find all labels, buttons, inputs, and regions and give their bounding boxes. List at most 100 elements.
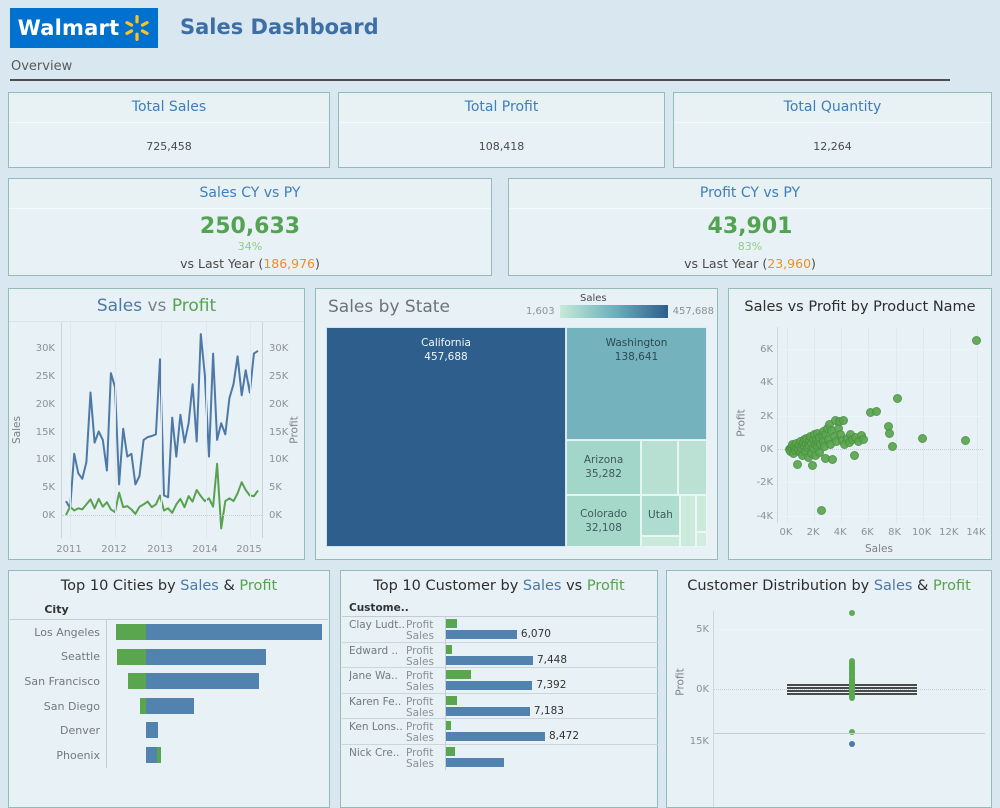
sales-value-label: 7,183: [533, 704, 564, 717]
y-axis-tick: -4K: [756, 510, 773, 522]
chart-sales-vs-profit-line: Sales vs Profit 2011 2012 2013 2014 2015 30K 3…: [8, 288, 305, 560]
profit-bar[interactable]: [116, 648, 146, 665]
cy-value: 43,901: [707, 214, 793, 239]
left-y-axis-tick: 15K: [35, 426, 55, 438]
scatter-point[interactable]: [859, 434, 869, 444]
sales-bar[interactable]: [446, 757, 505, 767]
customers-chart-title: Profit: [586, 578, 625, 594]
profit-bar[interactable]: [446, 695, 458, 705]
right-y-axis-tick: 20K: [269, 398, 289, 410]
sales-bar[interactable]: [146, 648, 266, 665]
customer-row: Ken Lons.. Profit Sales 8,472: [342, 718, 658, 744]
profit-point[interactable]: [849, 610, 856, 617]
y-gridline: [778, 415, 983, 417]
scatter-point[interactable]: [885, 428, 895, 438]
sales-axis-tick: 15K: [689, 736, 709, 747]
sales-bar[interactable]: [146, 697, 194, 714]
treemap-node-wyoming[interactable]: [695, 532, 707, 547]
kpi-value: 12,264: [813, 140, 852, 153]
right-y-axis-tick: 0K: [269, 510, 282, 521]
scatter-point[interactable]: [849, 450, 859, 460]
treemap-node-new-mexico[interactable]: [679, 494, 696, 547]
card-title: Profit CY vs PY: [509, 179, 991, 209]
city-row: San Francisco: [10, 669, 329, 694]
scatter-point[interactable]: [792, 459, 802, 469]
treemap-node-oregon[interactable]: [641, 440, 679, 495]
line-plot-area[interactable]: [61, 322, 263, 538]
sales-bar[interactable]: [446, 630, 517, 639]
measure-label-sales: Sales: [406, 757, 434, 770]
distribution-chart-title: Profit: [932, 578, 971, 594]
profit-bar[interactable]: [139, 697, 146, 714]
x-axis-tick: 4K: [833, 527, 847, 538]
sales-bar[interactable]: [146, 673, 259, 690]
distribution-chart-title: Sales: [873, 578, 913, 594]
sales-bar[interactable]: [446, 732, 545, 742]
tab-overview[interactable]: Overview: [11, 59, 73, 74]
scatter-point[interactable]: [887, 442, 897, 452]
scatter-plot-area[interactable]: [777, 327, 983, 523]
sales-bar[interactable]: [146, 624, 322, 640]
treemap-node-arizona[interactable]: Arizona 35,282: [566, 440, 642, 495]
left-y-axis-tick: 10K: [35, 454, 55, 466]
sales-bar[interactable]: [446, 706, 530, 716]
scatter-point[interactable]: [807, 460, 817, 470]
y-axis-label-profit: Profit: [288, 416, 301, 444]
header-divider: [10, 619, 328, 620]
profit-bar[interactable]: [446, 619, 457, 628]
scatter-point[interactable]: [828, 454, 838, 464]
chart-sales-by-state-treemap: Sales by State Sales 1,603 457,688 Calif…: [315, 288, 718, 560]
city-bars: [106, 742, 329, 768]
profit-point[interactable]: [849, 728, 856, 735]
customers-chart-title: Top 10 Customer by: [373, 578, 523, 594]
sales-line[interactable]: [65, 333, 259, 510]
x-gridline: [868, 327, 870, 523]
sales-bar[interactable]: [146, 746, 157, 763]
walmart-wordmark: Walmart: [17, 16, 120, 40]
scatter-point[interactable]: [817, 505, 827, 515]
cy-value: 250,633: [199, 214, 301, 239]
treemap-node-nevada[interactable]: [678, 440, 707, 495]
sales-bar[interactable]: [446, 655, 533, 665]
treemap-node-idaho[interactable]: [695, 494, 707, 533]
sales-value-label: 7,448: [536, 653, 568, 666]
treemap-node-utah[interactable]: Utah: [641, 494, 680, 537]
profit-bar[interactable]: [446, 644, 452, 654]
scatter-point[interactable]: [961, 436, 971, 446]
cities-chart-title: Top 10 Cities by: [60, 578, 181, 594]
x-axis-tick: 8K: [888, 527, 901, 538]
left-y-axis-tick: 20K: [35, 398, 55, 410]
profit-bar[interactable]: [157, 746, 161, 763]
column-header: City: [44, 603, 69, 616]
distribution-plot-area[interactable]: [713, 610, 985, 807]
sales-bar[interactable]: [146, 722, 159, 739]
sales-outlier-point[interactable]: [849, 741, 856, 747]
treemap-node-california[interactable]: California 457,688: [326, 327, 567, 547]
treemap-node-washington[interactable]: Washington 138,641: [566, 327, 707, 441]
x-gridline: [895, 327, 897, 523]
customers-chart-title: Sales: [522, 578, 562, 594]
chart-title: Top 10 Customer by Sales vs Profit: [341, 571, 657, 594]
chart-title: Top 10 Cities by Sales & Profit: [9, 571, 329, 594]
legend-min: 1,603: [526, 306, 555, 317]
scatter-point[interactable]: [839, 416, 849, 426]
scatter-point[interactable]: [871, 407, 881, 417]
city-bars: [106, 718, 329, 743]
scatter-point[interactable]: [917, 433, 927, 443]
customer-name: Clay Ludt..: [349, 619, 405, 631]
scatter-point[interactable]: [972, 336, 982, 346]
profit-point[interactable]: [849, 695, 856, 702]
profit-bar[interactable]: [128, 673, 146, 690]
profit-bar[interactable]: [115, 624, 146, 640]
profit-line[interactable]: [65, 462, 259, 530]
state-sales-value: 457,688: [424, 351, 468, 364]
kpi-card-total-sales: Total Sales 725,458: [8, 92, 330, 168]
profit-bar[interactable]: [446, 670, 472, 680]
customer-name: Jane Wa..: [349, 670, 398, 683]
treemap-node-montana[interactable]: [641, 536, 680, 547]
profit-bar[interactable]: [446, 721, 451, 731]
treemap-node-colorado[interactable]: Colorado 32,108: [566, 494, 642, 547]
scatter-point[interactable]: [893, 393, 903, 403]
sales-bar[interactable]: [446, 681, 533, 691]
profit-bar[interactable]: [446, 746, 455, 756]
